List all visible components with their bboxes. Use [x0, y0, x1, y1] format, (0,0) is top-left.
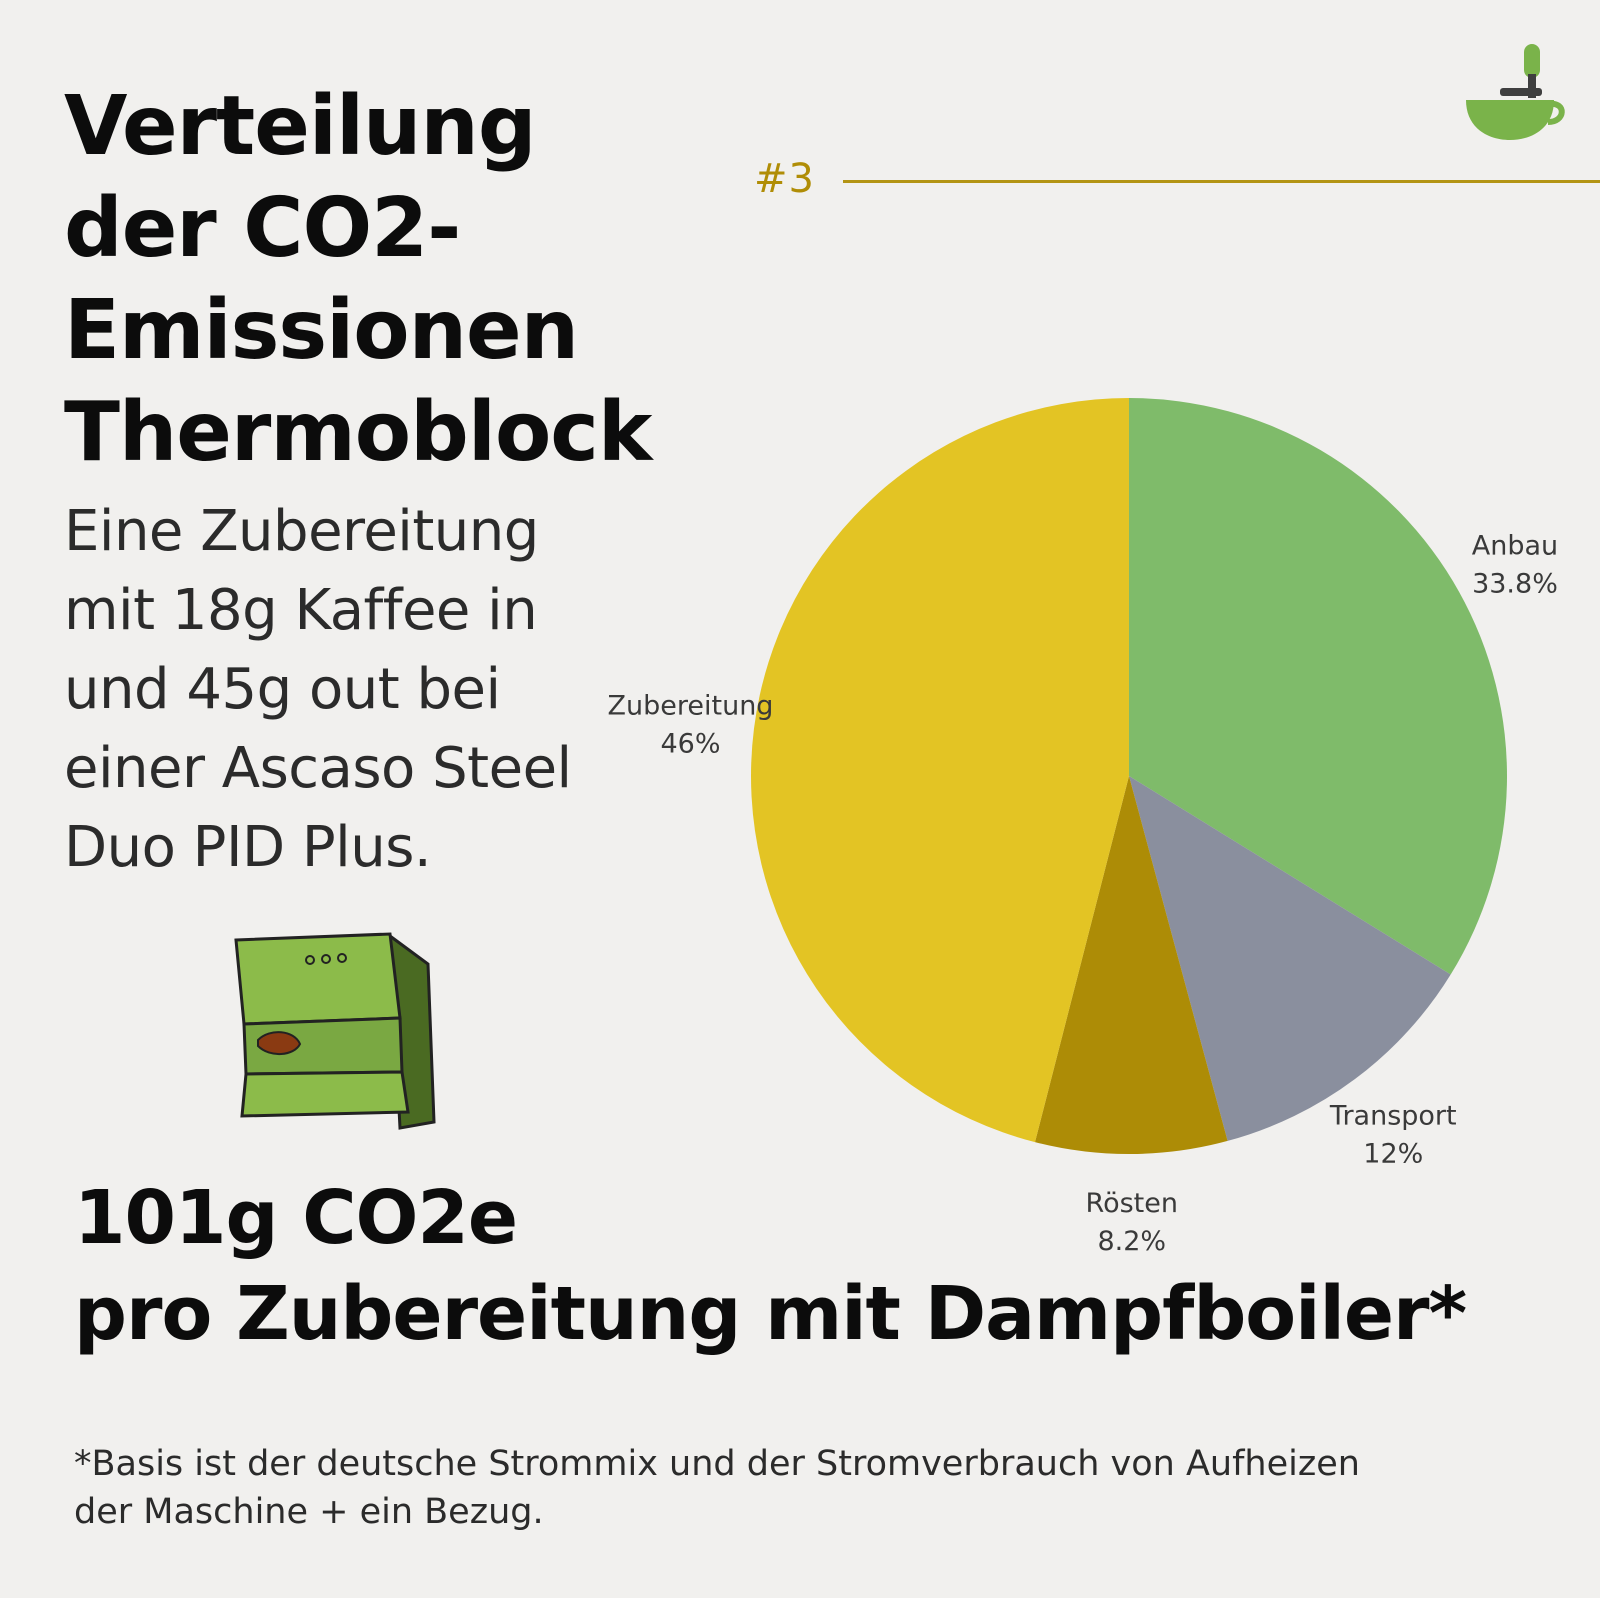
- grinder-shaft: [1528, 74, 1536, 98]
- total-line: 101g CO2e: [74, 1175, 518, 1261]
- espresso-machine-icon: [234, 932, 436, 1130]
- pie-slices: [751, 398, 1507, 1154]
- title-line: Emissionen: [64, 283, 579, 378]
- machine-button: [321, 954, 331, 964]
- slice-name-label: Transport: [1329, 1100, 1457, 1131]
- title-line: Verteilung: [64, 79, 537, 174]
- title-line: Thermoblock: [64, 385, 652, 480]
- pie-slice-r-sten: [1034, 776, 1228, 1154]
- grinder-handle-knob: [1524, 44, 1540, 78]
- cup-body: [1466, 100, 1554, 140]
- slice-name-label: Anbau: [1472, 531, 1558, 562]
- divider-line: [843, 180, 1600, 183]
- cup-with-grinder-logo-icon: [1466, 44, 1565, 140]
- pie-slice-zubereitung: [751, 398, 1129, 1143]
- machine-button: [337, 953, 347, 963]
- footnote: *Basis ist der deutsche Strommix und der…: [74, 1440, 1360, 1536]
- description-line: einer Ascaso Steel: [64, 736, 572, 801]
- grinder-arm: [1500, 88, 1542, 96]
- description: Eine Zubereitung mit 18g Kaffee in und 4…: [64, 492, 572, 887]
- pie-slice-transport: [1129, 776, 1451, 1141]
- machine-button: [305, 955, 315, 965]
- step-number: #3: [754, 156, 815, 202]
- slice-value-label: 33.8%: [1472, 569, 1558, 600]
- machine-portafilter: [257, 1031, 302, 1055]
- slice-value-label: 46%: [660, 729, 720, 760]
- slice-name-label: Rösten: [1086, 1188, 1178, 1219]
- slice-value-label: 12%: [1363, 1138, 1423, 1169]
- machine-base: [240, 1070, 410, 1118]
- description-line: mit 18g Kaffee in: [64, 578, 538, 643]
- description-line: und 45g out bei: [64, 657, 501, 722]
- pie-labels: Anbau 33.8% Transport 12% Rösten 8.2% Zubereit…: [608, 531, 1559, 1257]
- description-line: Eine Zubereitung: [64, 499, 539, 564]
- slice-value-label: 8.2%: [1097, 1226, 1166, 1257]
- pie-slice-anbau: [1129, 398, 1507, 975]
- cup-handle: [1547, 100, 1565, 125]
- footnote-line: *Basis ist der deutsche Strommix und der…: [74, 1444, 1360, 1484]
- description-line: Duo PID Plus.: [64, 815, 432, 880]
- total-line: pro Zubereitung mit Dampfboiler*: [74, 1271, 1467, 1357]
- title-line: der CO2-: [64, 181, 461, 276]
- slice-name-label: Zubereitung: [608, 691, 774, 722]
- footnote-line: der Maschine + ein Bezug.: [74, 1492, 544, 1532]
- total-emissions: 101g CO2e pro Zubereitung mit Dampfboile…: [74, 1170, 1467, 1362]
- page-title: Verteilung der CO2- Emissionen Thermoblo…: [64, 76, 652, 484]
